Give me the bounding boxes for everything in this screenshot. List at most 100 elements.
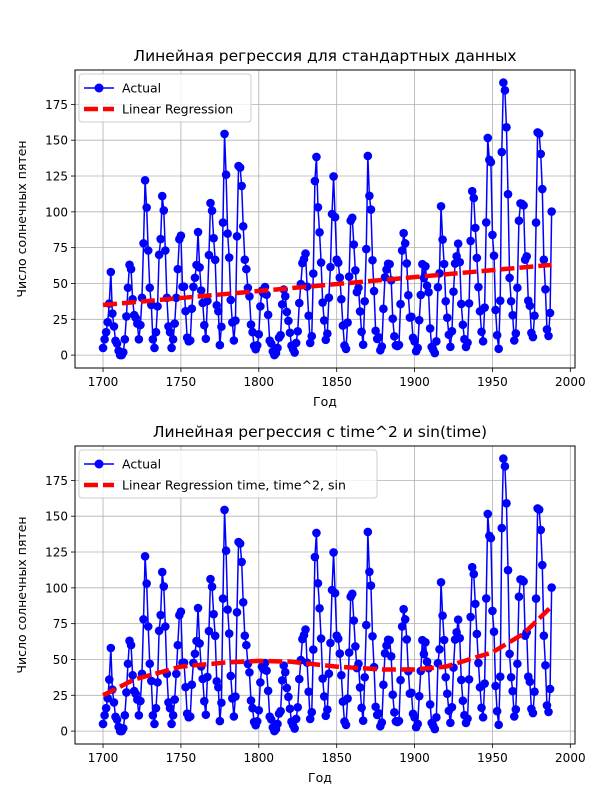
data-point: [304, 311, 313, 321]
data-point: [508, 310, 517, 320]
data-point: [508, 686, 517, 696]
data-point: [217, 698, 226, 708]
data-point: [358, 340, 368, 349]
data-point: [206, 574, 215, 584]
data-point: [187, 304, 197, 313]
data-point: [223, 605, 232, 614]
legend-box-1: [78, 73, 252, 123]
data-point: [337, 670, 346, 680]
data-point: [404, 290, 413, 300]
data-point: [447, 702, 457, 712]
data-point: [120, 711, 130, 720]
data-point: [145, 283, 155, 293]
data-point: [161, 246, 170, 255]
y-tick-label: 75: [53, 241, 68, 255]
data-point: [455, 257, 465, 267]
data-point: [355, 307, 365, 316]
data-point: [503, 189, 513, 199]
data-point: [357, 703, 366, 713]
data-point: [447, 326, 457, 336]
data-point: [285, 704, 295, 714]
data-point: [366, 205, 376, 214]
data-point: [478, 337, 488, 346]
y-tick-label: 150: [45, 510, 68, 524]
data-point: [151, 327, 161, 337]
data-point: [293, 327, 303, 336]
data-point: [326, 262, 335, 272]
data-point: [326, 638, 335, 648]
data-point: [360, 672, 370, 682]
data-point: [402, 259, 412, 268]
y-tick-label: 150: [45, 134, 68, 148]
data-point: [324, 293, 334, 302]
data-point: [519, 577, 528, 586]
data-point: [425, 700, 435, 709]
data-point: [386, 652, 396, 661]
data-point: [519, 201, 528, 210]
data-point: [159, 206, 169, 215]
data-point: [360, 296, 370, 306]
data-point: [310, 176, 320, 186]
data-point: [477, 703, 486, 713]
x-ticks-1: 1700 1750 1800 1850 1900 1950 2000: [88, 368, 586, 389]
x-tick-label: 1850: [321, 375, 352, 389]
data-point: [354, 283, 363, 293]
legend-label-regression-1: Linear Regression: [122, 102, 233, 117]
data-point: [101, 703, 111, 713]
data-point: [106, 643, 116, 653]
data-point: [344, 272, 354, 281]
data-point: [455, 633, 465, 643]
data-point: [168, 711, 178, 720]
y-ticks-2: 0 25 50 75 100 125 150 175: [45, 474, 75, 739]
data-point: [307, 331, 317, 341]
data-point: [442, 313, 452, 323]
x-tick-label: 1850: [321, 751, 352, 765]
data-point: [273, 343, 282, 353]
data-point: [481, 594, 491, 603]
data-point: [355, 683, 365, 692]
data-point: [365, 567, 374, 577]
data-point: [153, 302, 162, 311]
data-point: [173, 264, 183, 274]
plot-frame-2: [74, 445, 576, 745]
data-point: [505, 273, 514, 283]
data-point: [502, 499, 511, 508]
data-point: [477, 327, 486, 337]
data-point: [167, 343, 176, 353]
data-point: [151, 703, 161, 713]
data-point: [313, 578, 323, 588]
data-point: [266, 339, 276, 348]
y-tick-label: 175: [45, 474, 68, 488]
data-point: [371, 326, 380, 336]
data-point: [215, 340, 225, 350]
data-point: [480, 679, 489, 688]
data-point: [466, 612, 475, 622]
data-point: [472, 629, 482, 639]
y-tick-label: 50: [53, 653, 68, 667]
data-point: [185, 712, 195, 721]
data-point: [145, 659, 155, 669]
data-point: [237, 557, 246, 567]
data-point: [176, 231, 186, 240]
data-point: [323, 329, 332, 338]
data-point: [399, 228, 408, 238]
data-point: [385, 635, 394, 645]
data-point: [441, 672, 451, 682]
data-point: [489, 627, 499, 636]
data-point: [489, 251, 499, 260]
data-point: [284, 316, 293, 326]
data-point: [503, 565, 513, 575]
data-point: [193, 603, 203, 613]
data-point: [347, 589, 357, 599]
data-point: [351, 266, 360, 275]
data-point: [495, 296, 505, 305]
data-point: [195, 639, 204, 648]
data-point: [123, 659, 133, 669]
data-point: [430, 348, 440, 358]
y-tick-label: 75: [53, 617, 68, 631]
chart-1: 1700 1750 1800 1850 1900 1950 2000 0 25 50 75 100 1…: [14, 47, 586, 409]
data-point: [285, 328, 295, 338]
x-tick-label: 1700: [88, 751, 119, 765]
data-point: [319, 316, 329, 325]
